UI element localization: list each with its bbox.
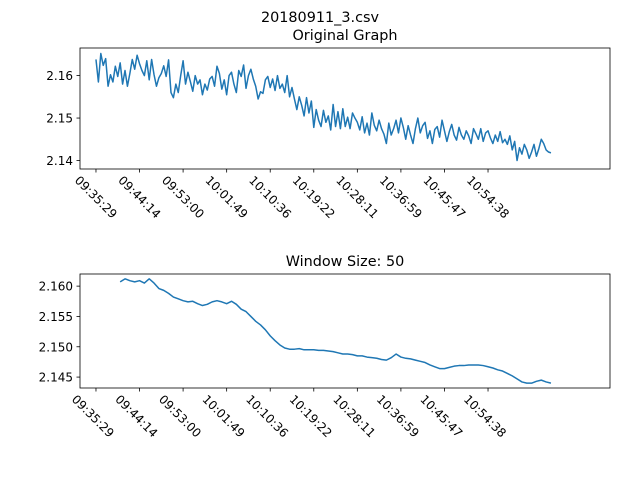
x-tick-label: 09:53:00 — [159, 173, 207, 221]
plot-area: 2.145 2.150 2.155 2.160 09:35:2909:44:1409:5… — [39, 278, 552, 440]
figure-suptitle: 20180911_3.csv — [261, 10, 380, 26]
x-tick-label: 10:36:59 — [374, 392, 422, 440]
x-tick-label: 10:45:47 — [420, 173, 468, 221]
x-tick-label: 10:54:38 — [464, 173, 512, 221]
x-tick-label: 10:10:36 — [246, 173, 294, 221]
panel-original-graph: Original Graph 2.14 2.15 2.16 09:35:2909:44… — [46, 28, 611, 221]
plot-area: 2.14 2.15 2.16 09:35:2909:44:1409:53:0010:0… — [46, 52, 552, 221]
x-tick-label: 10:01:49 — [203, 173, 251, 221]
panel-window-size: Window Size: 50 2.145 2.150 2.155 2.160 09:3… — [39, 254, 611, 440]
x-tick-label: 10:28:11 — [330, 392, 378, 440]
x-tick-label: 10:19:22 — [287, 392, 335, 440]
y-tick-label: 2.145 — [39, 371, 73, 385]
x-tick-label: 10:19:22 — [290, 173, 338, 221]
series-line — [95, 52, 552, 162]
series-line — [119, 278, 552, 384]
y-tick-label: 2.160 — [39, 280, 73, 294]
y-tick-label: 2.15 — [46, 112, 73, 126]
y-tick-label: 2.150 — [39, 340, 73, 354]
axes-frame — [79, 273, 611, 389]
y-tick-label: 2.155 — [39, 310, 73, 324]
x-tick-label: 09:44:14 — [115, 173, 163, 221]
y-tick-label: 2.14 — [46, 154, 73, 168]
x-tick-label: 09:44:14 — [112, 392, 160, 440]
x-tick-label: 10:36:59 — [377, 173, 425, 221]
y-tick-label: 2.16 — [46, 69, 73, 83]
x-tick-label: 10:28:11 — [333, 173, 381, 221]
x-tick-label: 09:53:00 — [156, 392, 204, 440]
x-tick-label: 10:45:47 — [417, 392, 465, 440]
chart-title: Window Size: 50 — [286, 254, 405, 270]
x-tick-label: 10:54:38 — [461, 392, 509, 440]
x-tick-label: 10:10:36 — [243, 392, 291, 440]
x-tick-label: 09:35:29 — [69, 392, 117, 440]
x-tick-label: 09:35:29 — [72, 173, 120, 221]
x-tick-label: 10:01:49 — [200, 392, 248, 440]
axes-frame — [79, 47, 611, 170]
chart-title: Original Graph — [292, 28, 397, 44]
